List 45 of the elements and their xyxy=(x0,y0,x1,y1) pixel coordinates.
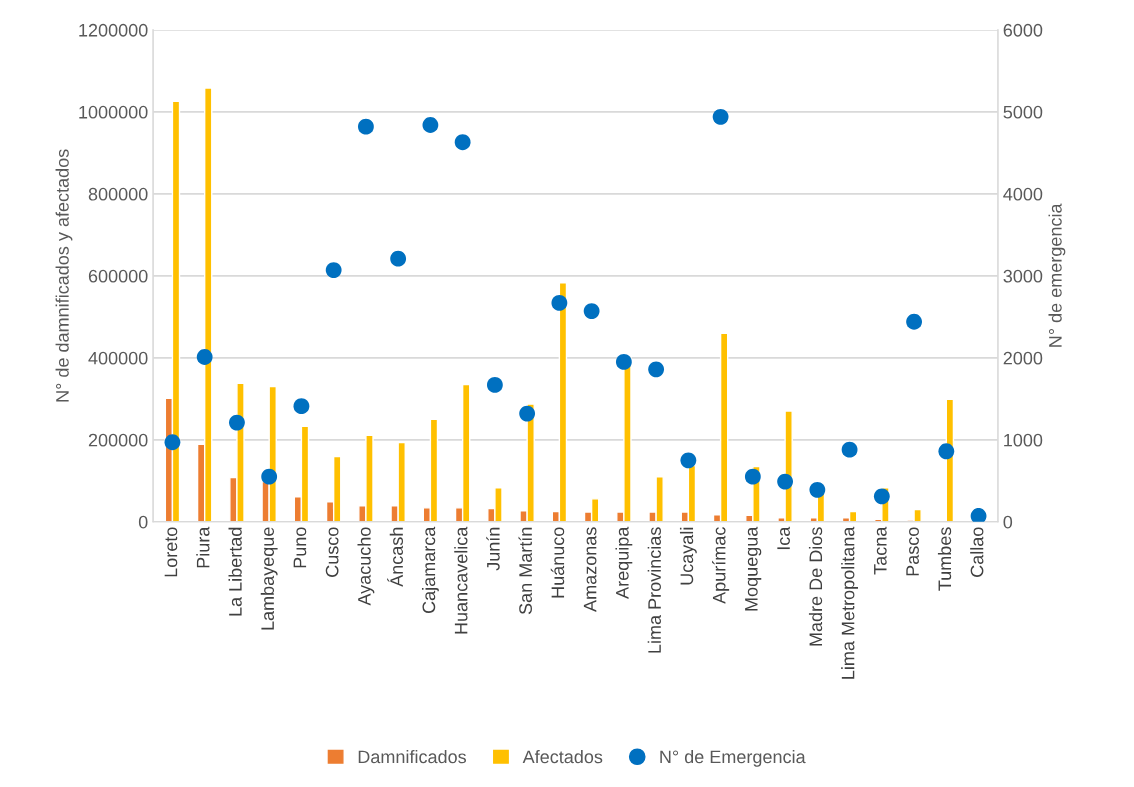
y2-tick-label: 2000 xyxy=(1003,351,1043,365)
y-tick-label: 400000 xyxy=(88,351,148,365)
x-tick-label: Lima Metropolitana xyxy=(841,526,859,679)
y-tick-label: 800000 xyxy=(88,187,148,201)
y-tick-label: 1200000 xyxy=(79,23,148,37)
x-tick-label: Ayacucho xyxy=(357,527,375,606)
x-tick-label: Ica xyxy=(777,526,790,550)
x-tick-label: Amazonas xyxy=(583,527,597,612)
x-tick-label: Arequipa xyxy=(615,526,633,599)
y2-tick-label: 5000 xyxy=(1003,105,1043,119)
x-tick-label: San Martín xyxy=(518,527,532,615)
x-tick-label: Moquegua xyxy=(745,526,762,611)
x-tick-label: Junín xyxy=(486,527,500,571)
y2-tick-label: 4000 xyxy=(1003,187,1043,201)
x-tick-label: Ucayali xyxy=(679,527,697,585)
y2-tick-label: 1000 xyxy=(1004,433,1043,447)
legend-label: N° de Emergencia xyxy=(660,749,806,767)
x-tick-label: Madre De Dios xyxy=(808,527,823,646)
x-tick-label: Piura xyxy=(196,526,210,568)
x-tick-label: Lima Provincias xyxy=(647,527,661,653)
x-tick-label: La Libertad xyxy=(228,527,242,616)
x-tick-label: Huánuco xyxy=(550,527,565,598)
x-tick-label: Lambayeque xyxy=(260,527,278,630)
y-tick-label: 1000000 xyxy=(79,105,148,119)
x-tick-label: Puno xyxy=(293,527,307,568)
x-tick-label: Callao xyxy=(970,527,984,577)
y2-tick-label: 6000 xyxy=(1003,23,1043,37)
legend-label: Damnificados xyxy=(358,749,467,764)
x-tick-label: Apurímac xyxy=(712,527,730,604)
y-tick-label: 200000 xyxy=(88,433,148,447)
y-tick-label: 0 xyxy=(138,515,148,529)
legend-label: Afectados xyxy=(522,749,603,764)
x-tick-label: Loreto xyxy=(164,527,178,577)
x-tick-label: Huancavelica xyxy=(454,526,468,634)
x-tick-label: Pasco xyxy=(906,527,919,576)
x-tick-label: Áncash xyxy=(387,527,403,587)
y-tick-label: 600000 xyxy=(88,269,148,283)
x-tick-label: Cajamarca xyxy=(421,526,439,614)
y2-tick-label: 0 xyxy=(1003,515,1013,529)
x-tick-label: Cusco xyxy=(325,527,339,577)
y2-tick-label: 3000 xyxy=(1003,269,1043,283)
y2-axis-title: N° de emergencia xyxy=(1048,203,1066,347)
x-tick-label: Tacna xyxy=(874,526,887,575)
y-axis-title: N° de damnificados y afectados xyxy=(55,149,73,402)
x-tick-label: Tumbes xyxy=(937,527,952,591)
